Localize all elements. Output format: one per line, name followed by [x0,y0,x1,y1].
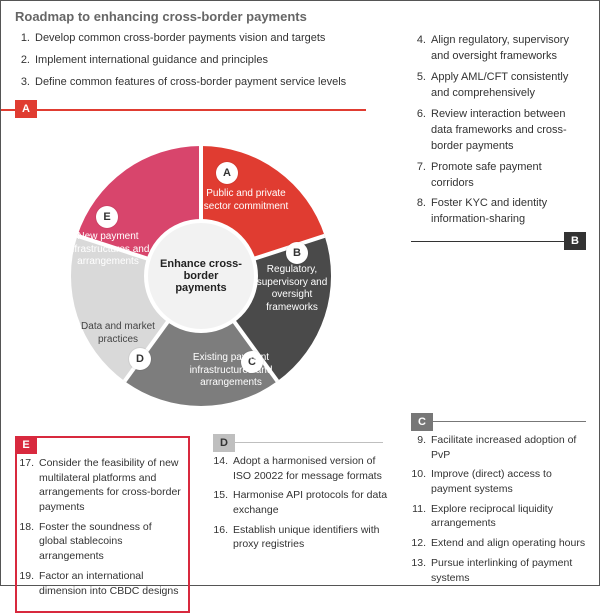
list-item: 17.Consider the feasibility of new multi… [19,456,182,515]
seg-label-B: Regulatory, supervisory and oversight fr… [247,264,337,314]
list-E: E 17.Consider the feasibility of new mul… [15,436,190,613]
bar-B: B [411,234,586,248]
list-item: 5.Apply AML/CFT consistently and compreh… [411,70,586,102]
letter-B: B [286,242,308,264]
list-item: 14.Adopt a harmonised version of ISO 200… [213,454,388,483]
list-C: C 9.Facilitate increased adoption of PvP… [411,415,586,590]
bar-C: C [411,413,581,427]
seg-label-E: New payment infrastructures and arrangem… [63,231,153,269]
list-item: 18.Foster the soundness of global stable… [19,520,182,564]
seg-label-D: Data and market practices [73,321,163,346]
list-item: 8.Foster KYC and identity information-sh… [411,196,586,228]
seg-label-A: Public and private sector commitment [201,188,291,213]
letter-E: E [96,206,118,228]
list-item: 10.Improve (direct) access to payment sy… [411,467,586,496]
tab-D: D [213,434,235,452]
list-item: 6.Review interaction between data framew… [411,107,586,155]
list-D: D 14.Adopt a harmonised version of ISO 2… [213,436,388,557]
list-A: 1.Develop common cross-border payments v… [1,30,371,100]
list-item: 15.Harmonise API protocols for data exch… [213,488,388,517]
bar-A: A [1,102,366,116]
list-item: 9.Facilitate increased adoption of PvP [411,433,586,462]
page-title: Roadmap to enhancing cross-border paymen… [1,1,599,30]
list-item: 19.Factor an international dimension int… [19,569,182,598]
donut-chart: Enhance cross-border payments A B C D E … [61,136,341,416]
bar-E: E [15,436,185,450]
list-item: 3.Define common features of cross-border… [15,74,371,91]
list-item: 4.Align regulatory, supervisory and over… [411,33,586,65]
letter-A: A [216,162,238,184]
bar-D: D [213,434,383,448]
tab-C: C [411,413,433,431]
list-item: 13.Pursue interlinking of payment system… [411,556,586,585]
list-B: 4.Align regulatory, supervisory and over… [411,33,586,248]
letter-D: D [129,348,151,370]
list-item: 7.Promote safe payment corridors [411,160,586,192]
list-item: 12.Extend and align operating hours [411,536,586,551]
list-item: 16.Establish unique identifiers with pro… [213,523,388,552]
tab-B: B [564,232,586,250]
tab-E: E [15,436,37,454]
tab-A: A [15,100,37,118]
donut-center-label: Enhance cross-border payments [153,228,249,324]
list-item: 1.Develop common cross-border payments v… [15,30,371,47]
list-item: 2.Implement international guidance and p… [15,52,371,69]
list-item: 11.Explore reciprocal liquidity arrangem… [411,502,586,531]
seg-label-C: Existing payment infrastructures and arr… [176,352,286,390]
